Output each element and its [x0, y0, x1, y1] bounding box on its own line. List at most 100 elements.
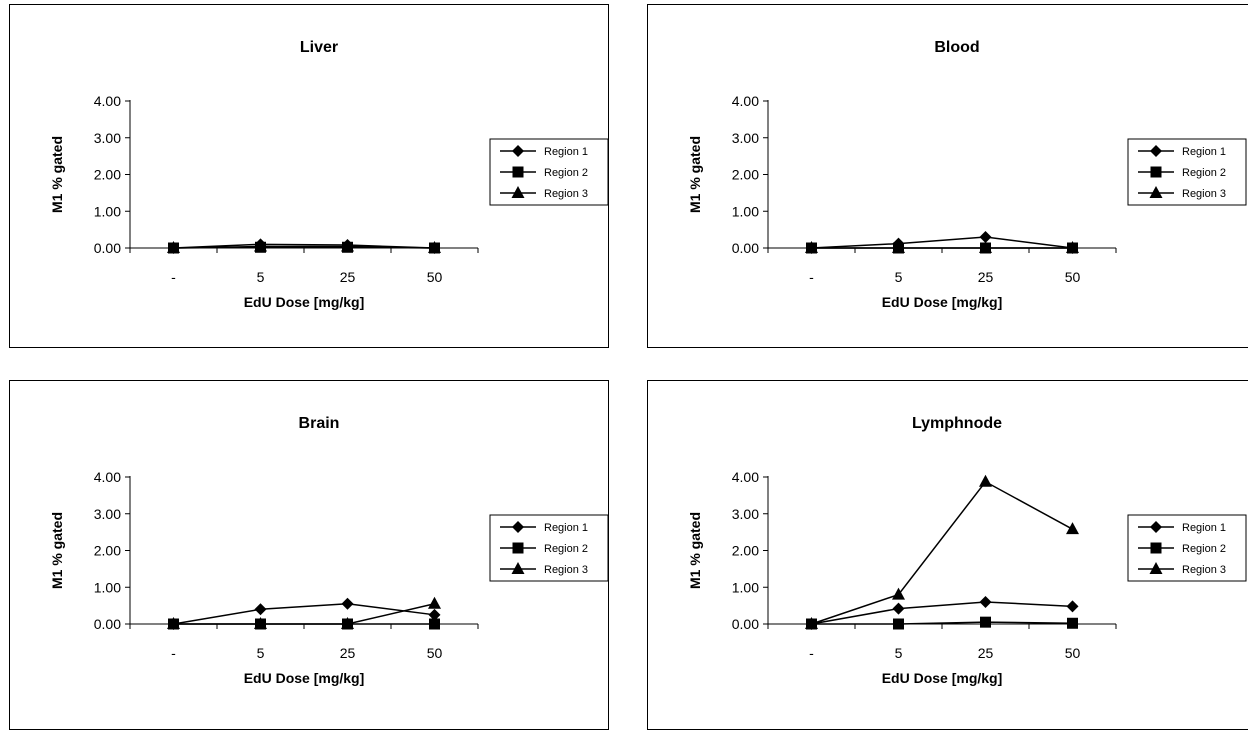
data-point [979, 595, 992, 608]
data-point [428, 608, 441, 621]
y-tick-label: 1.00 [94, 203, 121, 219]
x-axis-label: EdU Dose [mg/kg] [244, 670, 365, 686]
data-point [254, 239, 267, 252]
x-tick-label: 25 [340, 645, 356, 661]
chart-panel-lymphnode: Lymphnode 0.00 1.00 2.00 3.00 4.00 - 5 25 50 EdU D… [647, 380, 1248, 730]
data-point [254, 617, 267, 629]
x-tick-label: 50 [1065, 269, 1081, 285]
legend-item: Region 1 [500, 145, 588, 158]
chart-panel-brain: Brain 0.00 1.00 2.00 3.00 4.00 - 5 25 50 EdU Dose … [9, 380, 609, 730]
x-tick-label: - [809, 645, 814, 661]
legend-label: Region 3 [1182, 188, 1226, 200]
data-point [1066, 241, 1079, 253]
data-point [979, 241, 992, 253]
y-tick-label: 0.00 [94, 240, 121, 256]
data-point [892, 241, 905, 253]
legend-item: Region 2 [1138, 542, 1226, 555]
series-line [811, 480, 1073, 625]
legend-marker [512, 166, 524, 178]
x-tick-label: - [171, 645, 176, 661]
legend: Region 1 Region 2 Region 3 [1127, 138, 1247, 206]
y-axis-label: M1 % gated [687, 512, 703, 589]
chart-svg-lymphnode: Lymphnode 0.00 1.00 2.00 3.00 4.00 - 5 25 50 EdU D… [687, 415, 1247, 686]
legend-marker [1149, 186, 1163, 198]
y-tick-label: 2.00 [94, 543, 121, 559]
legend-label: Region 2 [1182, 543, 1226, 555]
y-tick-label: 4.00 [94, 93, 121, 109]
y-tick-label: 1.00 [94, 579, 121, 595]
series-line [173, 603, 435, 625]
legend-label: Region 2 [1182, 167, 1226, 179]
y-tick-label: 2.00 [732, 543, 759, 559]
y-tick-label: 0.00 [732, 616, 759, 632]
x-tick-label: - [809, 269, 814, 285]
legend: Region 1 Region 2 Region 3 [489, 138, 609, 206]
x-tick-label: - [171, 269, 176, 285]
series-region-3 [167, 596, 441, 629]
series-line [811, 621, 1073, 625]
y-tick-label: 4.00 [732, 93, 759, 109]
legend-item: Region 3 [1138, 186, 1226, 200]
x-axis-label: EdU Dose [mg/kg] [882, 294, 1003, 310]
legend-label: Region 3 [1182, 564, 1226, 576]
chart-svg-blood: Blood 0.00 1.00 2.00 3.00 4.00 - 5 25 50 EdU Dose … [687, 39, 1247, 310]
x-tick-label: 5 [257, 269, 265, 285]
legend-label: Region 1 [544, 146, 588, 158]
legend-marker [512, 521, 524, 533]
series-line [811, 236, 1073, 249]
y-tick-label: 1.00 [732, 203, 759, 219]
legend-item: Region 1 [500, 521, 588, 534]
legend-label: Region 3 [544, 564, 588, 576]
y-tick-label: 2.00 [94, 167, 121, 183]
y-tick-label: 3.00 [94, 130, 121, 146]
y-tick-label: 3.00 [732, 130, 759, 146]
legend-marker [1150, 521, 1162, 533]
data-point [980, 616, 991, 628]
data-point [805, 617, 818, 629]
chart-svg-brain: Brain 0.00 1.00 2.00 3.00 4.00 - 5 25 50 EdU Dose … [49, 415, 609, 686]
chart-panel-blood: Blood 0.00 1.00 2.00 3.00 4.00 - 5 25 50 EdU Dose … [647, 4, 1248, 348]
data-point [805, 241, 818, 253]
y-tick-label: 4.00 [732, 469, 759, 485]
data-point [167, 241, 180, 253]
chart-panel-liver: Liver 0.00 1.00 2.00 3.00 4.00 - 5 25 50 EdU Dose … [9, 4, 609, 348]
data-point [979, 474, 992, 487]
series-line [173, 603, 435, 625]
y-tick-label: 0.00 [732, 240, 759, 256]
legend-item: Region 2 [500, 166, 588, 179]
series-region-3 [805, 474, 1079, 629]
legend-label: Region 1 [1182, 522, 1226, 534]
x-axis-label: EdU Dose [mg/kg] [882, 670, 1003, 686]
legend-marker [1150, 166, 1162, 178]
chart-title: Liver [300, 39, 338, 56]
legend-item: Region 2 [500, 542, 588, 555]
y-tick-label: 3.00 [732, 506, 759, 522]
data-point [167, 617, 180, 629]
series-line [811, 601, 1073, 625]
legend-item: Region 3 [500, 186, 588, 200]
legend: Region 1 Region 2 Region 3 [489, 514, 609, 582]
data-point [1066, 522, 1079, 535]
x-tick-label: 25 [978, 269, 994, 285]
x-tick-label: 25 [978, 645, 994, 661]
legend-marker [512, 145, 524, 157]
data-point [341, 597, 354, 610]
data-point [341, 239, 354, 252]
legend-item: Region 3 [500, 562, 588, 576]
x-axis-label: EdU Dose [mg/kg] [244, 294, 365, 310]
legend-label: Region 1 [544, 522, 588, 534]
y-tick-label: 2.00 [732, 167, 759, 183]
x-tick-label: 50 [427, 645, 443, 661]
x-tick-label: 5 [895, 269, 903, 285]
data-point [341, 617, 354, 629]
data-point [1067, 617, 1078, 629]
legend-marker [1150, 542, 1162, 554]
legend-marker [1150, 145, 1162, 157]
y-tick-label: 4.00 [94, 469, 121, 485]
data-point [892, 602, 905, 615]
legend-marker [1149, 562, 1163, 574]
legend: Region 1 Region 2 Region 3 [1127, 514, 1247, 582]
x-tick-label: 25 [340, 269, 356, 285]
chart-svg-liver: Liver 0.00 1.00 2.00 3.00 4.00 - 5 25 50 EdU Dose … [49, 39, 609, 310]
data-point [1066, 600, 1079, 613]
